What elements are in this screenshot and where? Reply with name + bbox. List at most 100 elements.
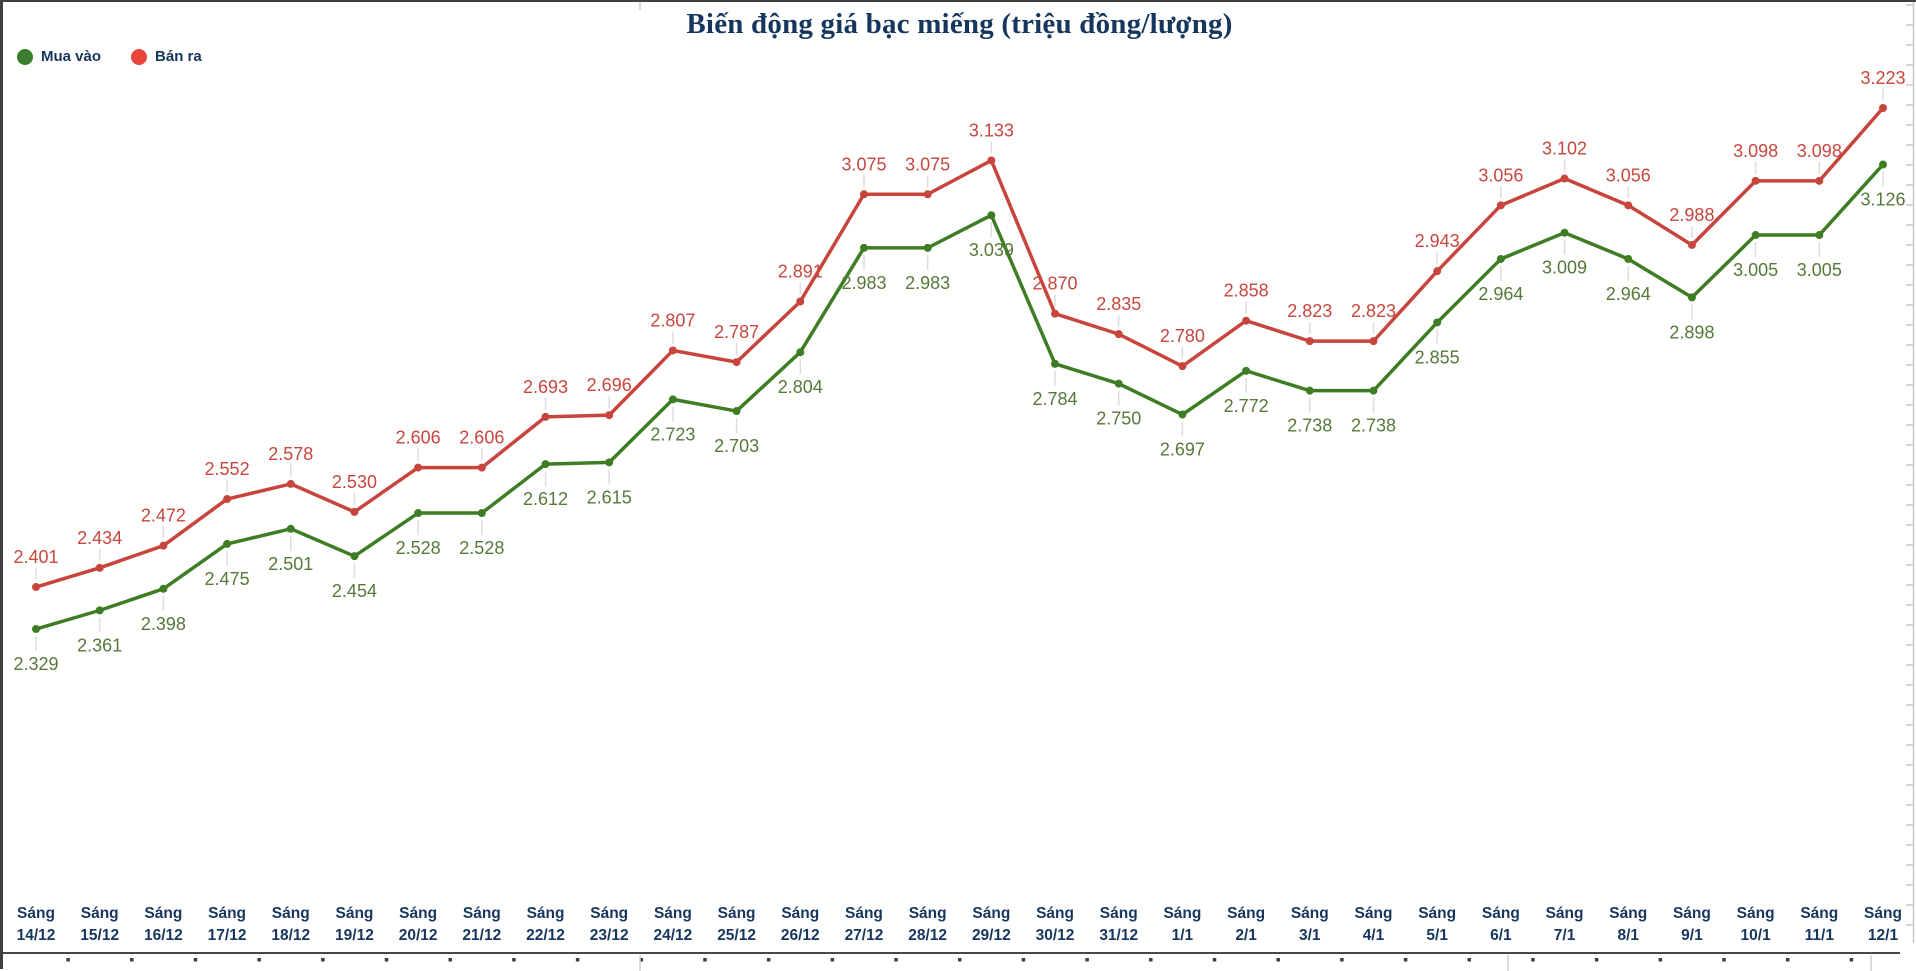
svg-text:Sáng: Sáng bbox=[399, 905, 437, 922]
legend-label: Bán ra bbox=[155, 48, 202, 65]
svg-text:2.964: 2.964 bbox=[1478, 284, 1523, 304]
svg-text:2.807: 2.807 bbox=[650, 310, 695, 330]
svg-text:3.005: 3.005 bbox=[1733, 260, 1778, 280]
svg-text:28/12: 28/12 bbox=[908, 927, 947, 944]
chart-title: Biến động giá bạc miếng (triệu đồng/lượn… bbox=[686, 8, 1233, 40]
svg-text:5/1: 5/1 bbox=[1426, 927, 1448, 944]
svg-text:2.804: 2.804 bbox=[778, 377, 823, 397]
svg-text:2.475: 2.475 bbox=[205, 569, 250, 589]
svg-text:Sáng: Sáng bbox=[781, 905, 819, 922]
svg-text:3.223: 3.223 bbox=[1860, 68, 1905, 88]
svg-text:Sáng: Sáng bbox=[845, 905, 883, 922]
svg-text:2.823: 2.823 bbox=[1351, 301, 1396, 321]
svg-text:3.133: 3.133 bbox=[969, 120, 1014, 140]
svg-text:Sáng: Sáng bbox=[1482, 905, 1520, 922]
svg-text:Sáng: Sáng bbox=[654, 905, 692, 922]
svg-text:17/12: 17/12 bbox=[208, 927, 247, 944]
svg-text:27/12: 27/12 bbox=[845, 927, 884, 944]
svg-text:2.528: 2.528 bbox=[396, 538, 441, 558]
legend-item-mua-vao[interactable]: Mua vào bbox=[17, 48, 101, 65]
svg-text:Sáng: Sáng bbox=[272, 905, 310, 922]
svg-text:2.723: 2.723 bbox=[650, 424, 695, 444]
svg-text:2.578: 2.578 bbox=[268, 444, 313, 464]
svg-text:11/1: 11/1 bbox=[1805, 927, 1835, 944]
svg-text:2.858: 2.858 bbox=[1224, 281, 1269, 301]
svg-text:23/12: 23/12 bbox=[590, 927, 629, 944]
svg-text:3.098: 3.098 bbox=[1733, 141, 1778, 161]
svg-text:Sáng: Sáng bbox=[1864, 905, 1902, 922]
sell-series-dot-icon bbox=[131, 48, 148, 65]
svg-text:Sáng: Sáng bbox=[463, 905, 501, 922]
svg-text:1/1: 1/1 bbox=[1172, 927, 1194, 944]
svg-text:Sáng: Sáng bbox=[1291, 905, 1329, 922]
svg-text:2.738: 2.738 bbox=[1287, 416, 1332, 436]
svg-text:2.434: 2.434 bbox=[77, 528, 122, 548]
svg-text:Sáng: Sáng bbox=[1163, 905, 1201, 922]
buy-series-dot-icon bbox=[17, 48, 33, 65]
svg-text:14/12: 14/12 bbox=[17, 927, 56, 944]
svg-text:21/12: 21/12 bbox=[462, 927, 501, 944]
svg-text:2/1: 2/1 bbox=[1235, 927, 1257, 944]
svg-text:3.056: 3.056 bbox=[1478, 165, 1523, 185]
svg-text:3/1: 3/1 bbox=[1299, 927, 1321, 944]
svg-text:10/1: 10/1 bbox=[1741, 927, 1772, 944]
svg-text:30/12: 30/12 bbox=[1036, 927, 1075, 944]
svg-text:2.530: 2.530 bbox=[332, 472, 377, 492]
svg-text:Sáng: Sáng bbox=[527, 905, 565, 922]
svg-text:2.703: 2.703 bbox=[714, 436, 759, 456]
svg-text:2.329: 2.329 bbox=[13, 654, 58, 674]
svg-text:2.697: 2.697 bbox=[1160, 440, 1205, 460]
svg-text:2.870: 2.870 bbox=[1033, 274, 1078, 294]
svg-text:2.891: 2.891 bbox=[778, 261, 823, 281]
svg-text:Sáng: Sáng bbox=[208, 905, 246, 922]
svg-text:16/12: 16/12 bbox=[144, 927, 183, 944]
svg-text:Sáng: Sáng bbox=[335, 905, 373, 922]
svg-text:2.398: 2.398 bbox=[141, 614, 186, 634]
svg-text:25/12: 25/12 bbox=[717, 927, 756, 944]
legend-item-ban-ra[interactable]: Bán ra bbox=[131, 48, 202, 65]
svg-text:Sáng: Sáng bbox=[144, 905, 182, 922]
svg-text:2.454: 2.454 bbox=[332, 581, 377, 601]
svg-text:2.401: 2.401 bbox=[13, 547, 58, 567]
svg-text:2.472: 2.472 bbox=[141, 506, 186, 526]
svg-text:3.075: 3.075 bbox=[905, 154, 950, 174]
svg-text:Sáng: Sáng bbox=[1355, 905, 1393, 922]
svg-text:Sáng: Sáng bbox=[1036, 905, 1074, 922]
svg-text:18/12: 18/12 bbox=[271, 927, 310, 944]
svg-text:2.552: 2.552 bbox=[205, 459, 250, 479]
svg-text:Sáng: Sáng bbox=[590, 905, 628, 922]
line-chart-canvas[interactable]: 2.329 2.361 2.398 2.475 2.501 2.454 2.528 2.528… bbox=[3, 2, 1916, 971]
svg-text:15/12: 15/12 bbox=[80, 927, 119, 944]
svg-text:2.943: 2.943 bbox=[1415, 231, 1460, 251]
svg-text:Sáng: Sáng bbox=[1737, 905, 1775, 922]
svg-text:2.528: 2.528 bbox=[459, 538, 504, 558]
svg-text:2.606: 2.606 bbox=[396, 428, 441, 448]
svg-text:31/12: 31/12 bbox=[1099, 927, 1138, 944]
svg-text:20/12: 20/12 bbox=[399, 927, 438, 944]
svg-text:2.615: 2.615 bbox=[587, 487, 632, 507]
svg-text:3.102: 3.102 bbox=[1542, 139, 1587, 159]
svg-text:6/1: 6/1 bbox=[1490, 927, 1512, 944]
svg-text:2.835: 2.835 bbox=[1096, 294, 1141, 314]
svg-text:12/1: 12/1 bbox=[1868, 927, 1899, 944]
svg-text:Sáng: Sáng bbox=[17, 905, 55, 922]
svg-text:22/12: 22/12 bbox=[526, 927, 565, 944]
svg-text:19/12: 19/12 bbox=[335, 927, 374, 944]
svg-text:2.964: 2.964 bbox=[1606, 284, 1651, 304]
svg-text:2.612: 2.612 bbox=[523, 489, 568, 509]
svg-text:3.039: 3.039 bbox=[969, 240, 1014, 260]
svg-text:9/1: 9/1 bbox=[1681, 927, 1703, 944]
svg-text:2.501: 2.501 bbox=[268, 554, 313, 574]
svg-text:2.787: 2.787 bbox=[714, 322, 759, 342]
svg-text:2.606: 2.606 bbox=[459, 428, 504, 448]
svg-text:Sáng: Sáng bbox=[1100, 905, 1138, 922]
svg-text:2.823: 2.823 bbox=[1287, 301, 1332, 321]
svg-text:24/12: 24/12 bbox=[653, 927, 692, 944]
svg-text:2.693: 2.693 bbox=[523, 377, 568, 397]
svg-text:29/12: 29/12 bbox=[972, 927, 1011, 944]
svg-text:2.772: 2.772 bbox=[1224, 396, 1269, 416]
svg-text:Sáng: Sáng bbox=[1418, 905, 1456, 922]
svg-text:3.056: 3.056 bbox=[1606, 165, 1651, 185]
svg-text:2.855: 2.855 bbox=[1415, 347, 1460, 367]
